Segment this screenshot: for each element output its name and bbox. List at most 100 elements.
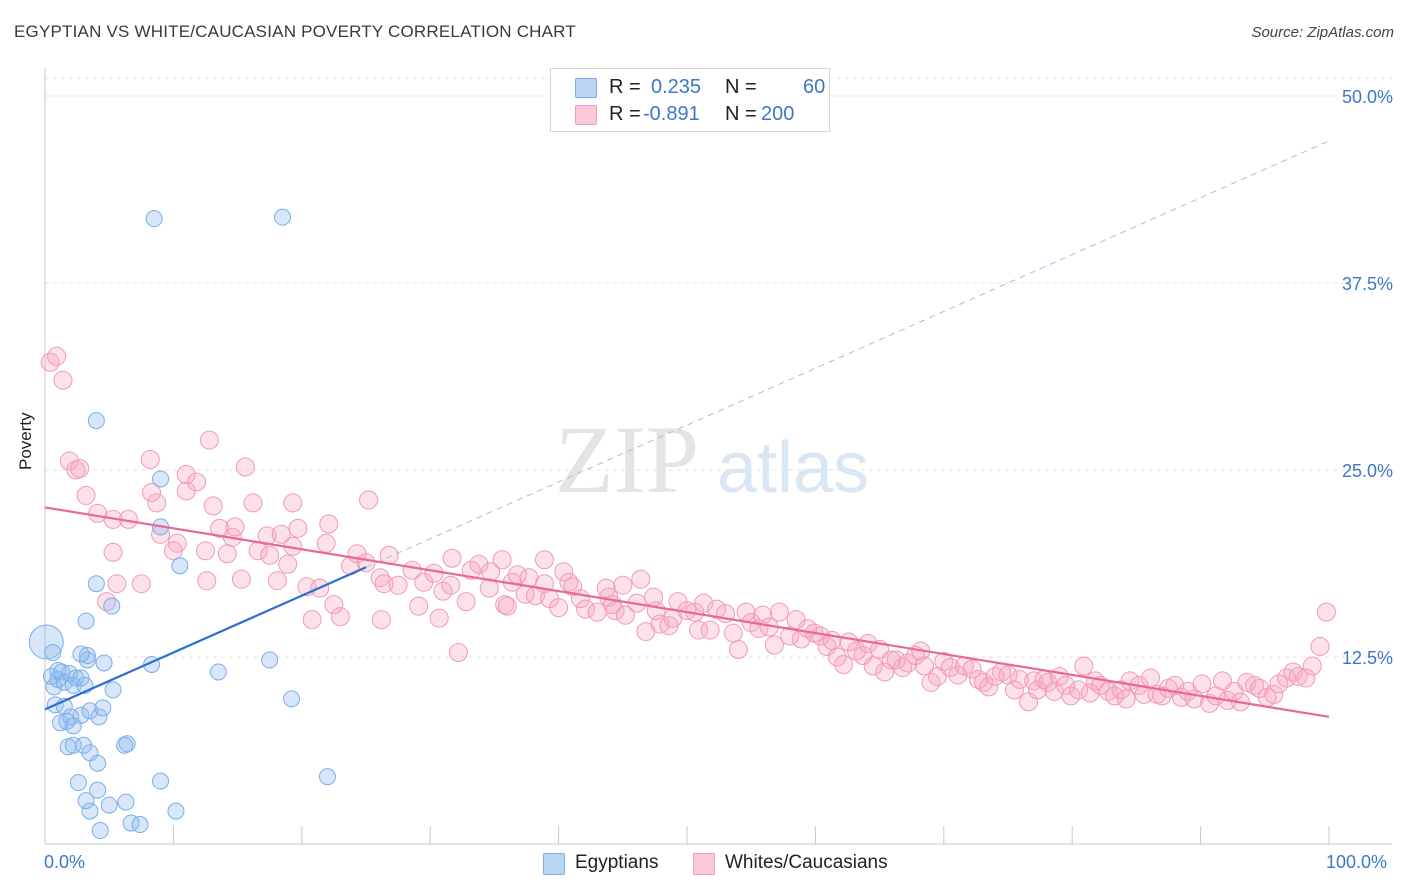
egyptians-point <box>118 735 136 753</box>
whites-point <box>492 550 512 570</box>
egyptians-point <box>49 661 67 679</box>
whites-point <box>97 592 117 612</box>
whites-point <box>1296 668 1316 688</box>
x-tick-label-max: 100.0% <box>1326 852 1388 872</box>
whites-point <box>176 464 196 484</box>
whites-point <box>881 650 901 670</box>
whites-point <box>576 599 596 619</box>
whites-point <box>694 593 714 613</box>
egyptians-point <box>145 210 163 228</box>
whites-point <box>243 493 263 513</box>
whites-point <box>324 595 344 615</box>
whites-point <box>728 640 748 660</box>
whites-point <box>853 646 873 666</box>
whites-point <box>231 569 251 589</box>
whites-point <box>1316 602 1336 622</box>
whites-point <box>1310 637 1330 657</box>
whites-point <box>549 598 569 618</box>
whites-point <box>47 346 67 366</box>
whites-point <box>1010 669 1030 689</box>
whites-point <box>203 496 223 516</box>
whites-point <box>461 560 481 580</box>
r-value: -0.891 <box>643 103 700 125</box>
whites-trend-line <box>44 506 1330 718</box>
egyptians-point <box>51 714 69 732</box>
whites-point <box>834 654 854 674</box>
whites-point <box>374 574 394 594</box>
whites-point <box>497 596 517 616</box>
whites-point <box>319 514 339 534</box>
egyptians-point <box>81 702 99 720</box>
whites-point <box>147 493 167 513</box>
egyptians-point <box>89 781 107 799</box>
egyptians-point <box>89 754 107 772</box>
whites-point <box>940 657 960 677</box>
whites-point <box>199 430 219 450</box>
watermark-zip: ZIP <box>555 406 699 513</box>
whites-point <box>409 596 429 616</box>
whites-point <box>1192 674 1212 694</box>
egyptians-point <box>131 816 149 834</box>
whites-point <box>469 554 489 574</box>
data-points <box>28 208 1336 840</box>
egyptians-legend-swatch <box>543 853 565 875</box>
whites-point <box>1237 672 1257 692</box>
whites-point <box>1264 684 1284 704</box>
egyptians-point <box>117 793 135 811</box>
egyptians-point <box>95 654 113 672</box>
whites-point <box>1288 666 1308 686</box>
whites-point <box>534 550 554 570</box>
whites-point <box>613 575 633 595</box>
whites-legend-label: Whites/Caucasians <box>725 852 888 873</box>
whites-point <box>605 601 625 621</box>
whites-point <box>979 677 999 697</box>
y-tick-label: 37.5% <box>1342 274 1393 294</box>
n-value: 60 <box>803 76 826 98</box>
egyptians-point <box>91 822 109 840</box>
whites-point <box>197 571 217 591</box>
correlation-legend: R = 0.235 N = 60 R = -0.891 N = 200 <box>550 68 830 132</box>
whites-point <box>140 450 160 470</box>
whites-point <box>316 533 336 553</box>
whites-point <box>1245 675 1265 695</box>
egyptians-point <box>122 814 140 832</box>
whites-point <box>225 517 245 537</box>
egyptians-point <box>64 717 82 735</box>
whites-swatch <box>575 105 597 125</box>
egyptians-point <box>100 796 118 814</box>
whites-point <box>370 568 390 588</box>
egyptians-point <box>104 681 122 699</box>
whites-point <box>827 647 847 667</box>
egyptians-point <box>64 736 82 754</box>
whites-point <box>817 637 837 657</box>
egyptians-trend-line <box>44 566 367 711</box>
whites-point <box>764 635 784 655</box>
egyptians-swatch <box>575 78 597 98</box>
whites-point <box>70 459 90 479</box>
whites-point <box>388 575 408 595</box>
whites-point <box>563 577 583 597</box>
whites-point <box>615 605 635 625</box>
whites-point <box>723 623 743 643</box>
egyptians-point <box>94 699 112 717</box>
egyptians-point <box>77 792 95 810</box>
whites-point <box>780 626 800 646</box>
whites-point <box>371 610 391 630</box>
whites-point <box>359 490 379 510</box>
whites-point <box>142 482 162 502</box>
y-tick-label: 50.0% <box>1342 87 1393 107</box>
r-value: 0.235 <box>651 76 702 98</box>
y-tick-labels: 12.5% 25.0% 37.5% 50.0% <box>1342 87 1393 668</box>
whites-point <box>278 554 298 574</box>
egyptians-point <box>78 647 96 665</box>
whites-point <box>283 493 303 513</box>
whites-point <box>915 656 935 676</box>
whites-point <box>886 650 906 670</box>
whites-point <box>302 610 322 630</box>
whites-point <box>554 562 574 582</box>
whites-point <box>107 574 127 594</box>
whites-point <box>1141 668 1161 688</box>
y-tick-label: 12.5% <box>1342 648 1393 668</box>
r-label: R = <box>609 76 641 98</box>
